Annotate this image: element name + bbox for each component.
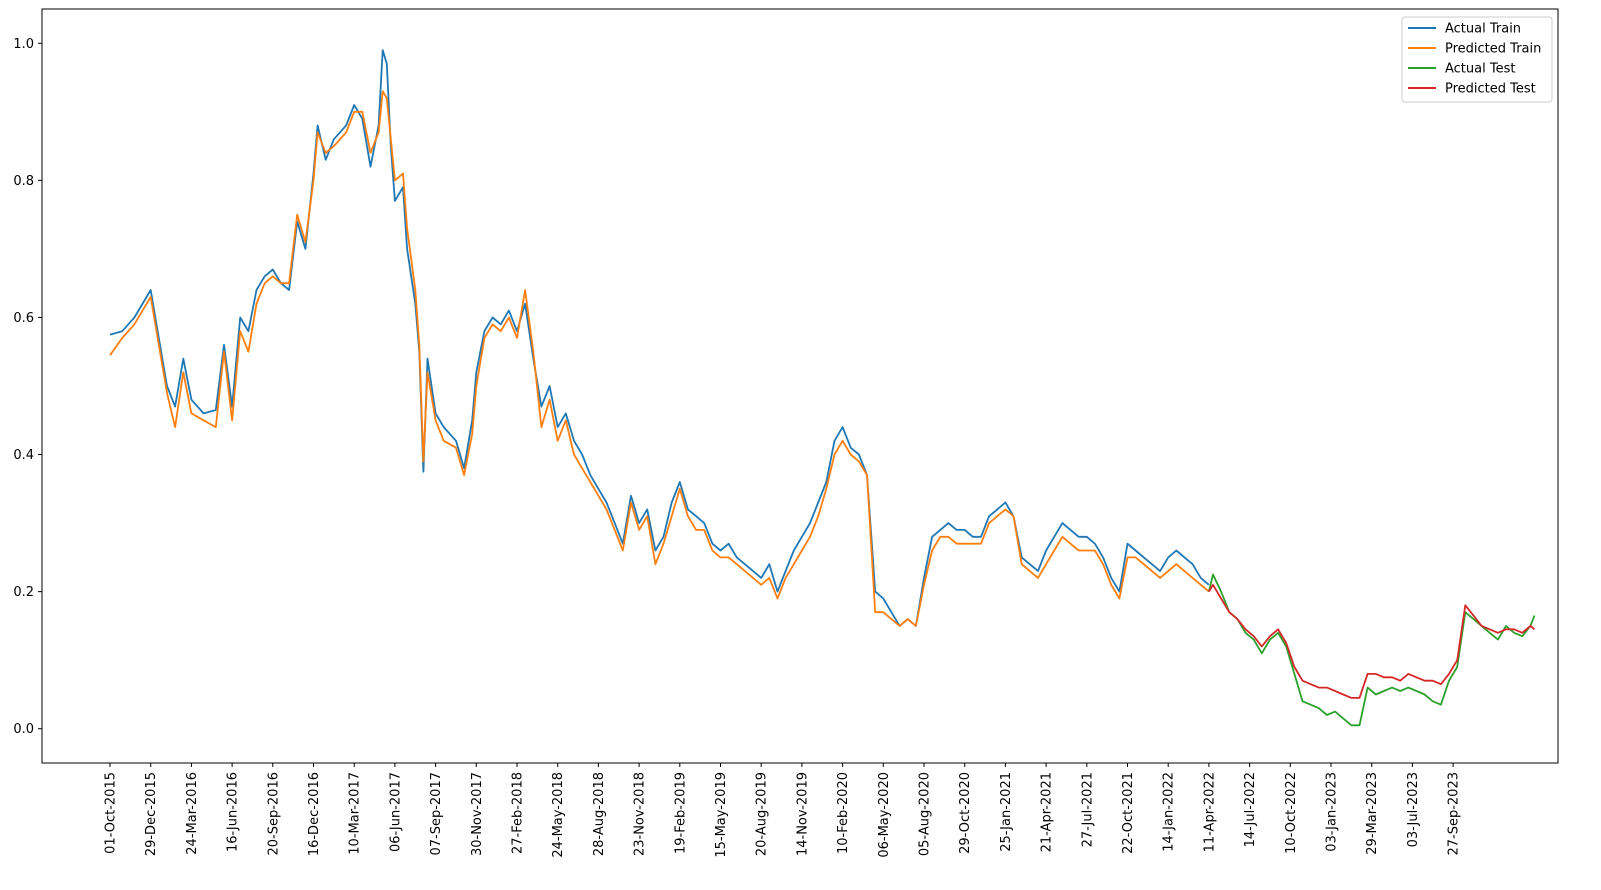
x-tick-label: 06-May-2020 [877, 772, 892, 858]
x-tick-label: 05-Aug-2020 [918, 772, 933, 856]
y-tick-label: 0.0 [13, 722, 34, 737]
x-tick-label: 16-Jun-2016 [226, 772, 241, 852]
x-tick-label: 29-Mar-2023 [1365, 772, 1380, 855]
x-tick-label: 24-May-2018 [551, 772, 566, 858]
x-tick-label: 10-Oct-2022 [1284, 772, 1299, 854]
x-tick-label: 27-Feb-2018 [511, 772, 526, 854]
series-layer [109, 49, 1536, 727]
x-tick-label: 15-May-2019 [714, 772, 729, 858]
y-tick-label: 1.0 [13, 37, 34, 52]
x-tick-label: 01-Oct-2015 [104, 772, 119, 854]
legend-label: Predicted Train [1445, 42, 1541, 57]
legend-label: Actual Test [1445, 62, 1515, 77]
x-tick-label: 27-Jul-2021 [1080, 772, 1095, 847]
x-tick-label: 19-Feb-2019 [673, 772, 688, 854]
x-tick-label: 06-Jun-2017 [388, 772, 403, 852]
plot-frame [41, 8, 1559, 764]
x-tick-label: 29-Oct-2020 [958, 772, 973, 854]
x-tick-label: 03-Jan-2023 [1325, 772, 1340, 852]
series-line-predicted-train [109, 90, 1210, 627]
y-tick-label: 0.4 [13, 448, 34, 463]
x-tick-label: 25-Jan-2021 [999, 772, 1014, 852]
x-tick-label: 23-Nov-2018 [633, 772, 648, 856]
legend-box [1401, 16, 1553, 103]
legend-label: Predicted Test [1445, 82, 1536, 97]
x-tick-label: 10-Feb-2020 [836, 772, 851, 854]
series-line-predicted-test [1208, 583, 1536, 699]
x-tick-label: 30-Nov-2017 [470, 772, 485, 856]
x-tick-label: 22-Oct-2021 [1121, 772, 1136, 854]
x-tick-label: 16-Dec-2016 [307, 772, 322, 856]
x-tick-label: 11-Apr-2022 [1202, 772, 1217, 852]
legend-label: Actual Train [1445, 22, 1521, 37]
x-tick-label: 27-Sep-2023 [1447, 772, 1462, 856]
x-tick-label: 14-Jan-2022 [1162, 772, 1177, 852]
x-tick-label: 29-Dec-2015 [144, 772, 159, 856]
legend: Actual Train Predicted Train Actual Test Pr… [1401, 16, 1553, 103]
x-axis: 01-Oct-2015 29-Dec-2015 24-Mar-2016 16-Jun-… [104, 763, 1462, 858]
y-tick-label: 0.6 [13, 311, 34, 326]
x-tick-label: 14-Nov-2019 [795, 772, 810, 856]
x-tick-label: 28-Aug-2018 [592, 772, 607, 856]
x-tick-label: 07-Sep-2017 [429, 772, 444, 856]
y-tick-label: 0.8 [13, 174, 34, 189]
x-tick-label: 10-Mar-2017 [348, 772, 363, 855]
x-tick-label: 21-Apr-2021 [1040, 772, 1055, 852]
x-tick-label: 24-Mar-2016 [185, 772, 200, 855]
y-tick-label: 0.2 [13, 585, 34, 600]
x-tick-label: 20-Sep-2016 [266, 772, 281, 856]
x-tick-label: 14-Jul-2022 [1243, 772, 1258, 847]
x-tick-label: 20-Aug-2019 [755, 772, 770, 856]
x-tick-label: 03-Jul-2023 [1406, 772, 1421, 847]
y-axis: 0.0 0.2 0.4 0.6 0.8 1.0 [13, 37, 42, 737]
